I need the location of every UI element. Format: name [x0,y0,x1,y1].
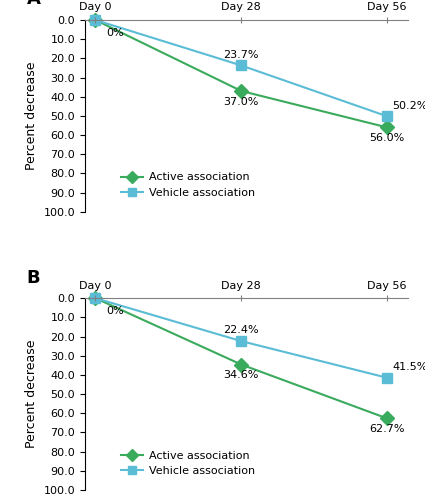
Legend: Active association, Vehicle association: Active association, Vehicle association [116,168,259,202]
Text: B: B [27,268,40,286]
Text: 50.2%: 50.2% [392,100,425,110]
Text: 37.0%: 37.0% [224,96,259,106]
Y-axis label: Percent decrease: Percent decrease [25,340,38,448]
Text: 41.5%: 41.5% [392,362,425,372]
Text: 23.7%: 23.7% [224,50,259,59]
Text: 0%: 0% [106,28,124,38]
Y-axis label: Percent decrease: Percent decrease [25,62,38,170]
Text: 0%: 0% [106,306,124,316]
Text: 22.4%: 22.4% [224,326,259,336]
Legend: Active association, Vehicle association: Active association, Vehicle association [116,446,259,480]
Text: 56.0%: 56.0% [369,133,405,143]
Text: 34.6%: 34.6% [224,370,259,380]
Text: 62.7%: 62.7% [369,424,405,434]
Text: A: A [27,0,41,8]
